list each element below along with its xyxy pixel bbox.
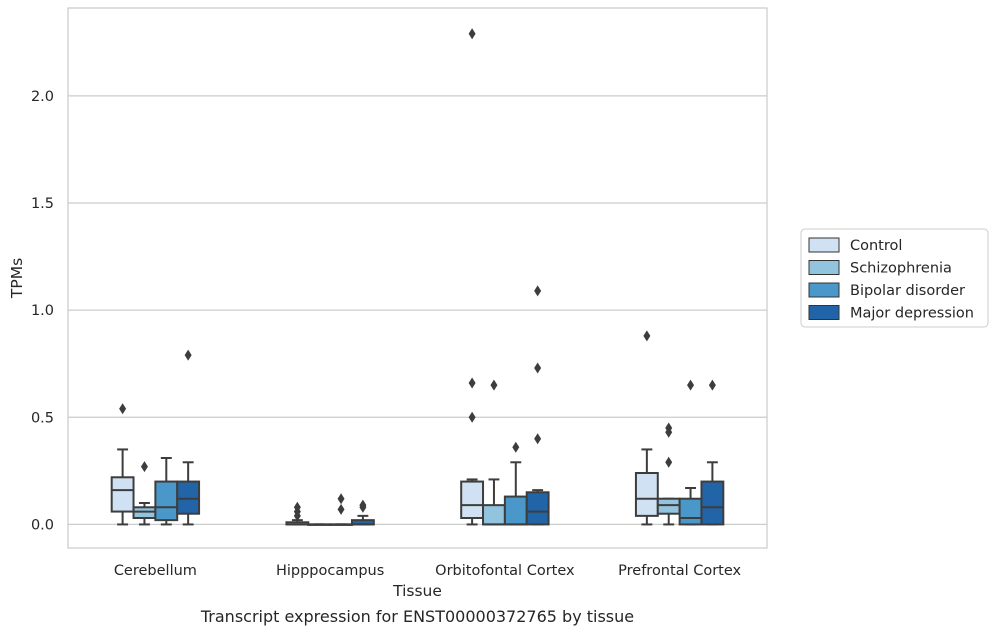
outlier-point	[293, 501, 301, 513]
outlier-point	[512, 441, 520, 453]
y-axis-ticks: 0.0 0.5 1.0 1.5 2.0	[31, 89, 54, 534]
y-tick-label: 1.5	[31, 196, 54, 212]
outlier-point	[468, 377, 476, 389]
y-tick-label: 1.0	[31, 303, 54, 319]
y-tick-label: 2.0	[31, 89, 54, 105]
series-major-depression	[176, 285, 725, 526]
outlier-point	[643, 330, 651, 342]
box	[525, 285, 550, 526]
box-body	[460, 480, 485, 520]
legend-label: Bipolar disorder	[850, 283, 965, 299]
box-body	[110, 476, 135, 513]
box	[176, 349, 201, 526]
x-tick-label: Orbitofontal Cortex	[435, 563, 575, 579]
box-body	[482, 504, 506, 526]
box	[656, 422, 681, 526]
box-body	[525, 491, 550, 526]
outlier-point	[708, 379, 716, 391]
legend-item: Schizophrenia	[808, 260, 952, 277]
box-body	[700, 480, 725, 526]
x-tick-label: Prefrontal Cortex	[618, 563, 741, 579]
series-bipolar-disorder	[154, 379, 703, 526]
outlier-point	[665, 422, 673, 434]
legend-item: Bipolar disorder	[808, 282, 965, 299]
y-tick-label: 0.0	[31, 517, 54, 533]
series-schizophrenia	[132, 379, 681, 526]
legend-item: Control	[808, 237, 902, 254]
outlier-point	[359, 499, 367, 511]
legend-frame	[800, 228, 989, 328]
plot-frame	[67, 7, 768, 549]
outlier-point	[534, 285, 542, 297]
outlier-point	[337, 503, 345, 515]
box-body	[503, 495, 528, 526]
x-axis-label: Tissue	[392, 582, 442, 600]
legend-item: Major depression	[808, 305, 974, 322]
box	[132, 461, 157, 526]
x-tick-label: Hipppocampus	[276, 563, 384, 579]
outlier-point	[119, 403, 127, 415]
legend: Control Schizophrenia Bipolar disorder Majo…	[800, 228, 989, 328]
outlier-point	[184, 349, 192, 361]
legend-label: Control	[850, 238, 902, 254]
outlier-point	[534, 433, 542, 445]
box	[460, 28, 485, 526]
box	[110, 403, 135, 526]
x-tick-label: Cerebellum	[114, 563, 197, 579]
outlier-point	[468, 411, 476, 423]
outlier-point	[687, 379, 695, 391]
legend-swatch	[808, 282, 840, 298]
legend-swatch	[808, 305, 840, 320]
outlier-point	[337, 493, 345, 505]
box-body	[678, 497, 703, 526]
chart-caption: Transcript expression for ENST0000037276…	[200, 607, 634, 626]
box	[482, 379, 506, 526]
box	[350, 499, 375, 526]
legend-label: Major depression	[850, 306, 974, 322]
y-tick-label: 0.5	[31, 410, 54, 426]
grid-lines	[68, 95, 767, 526]
box-body	[634, 472, 659, 517]
y-axis-label: TPMs	[8, 258, 26, 299]
box	[154, 457, 179, 526]
box-body	[176, 480, 201, 515]
legend-label: Schizophrenia	[850, 261, 952, 277]
series-control	[110, 28, 659, 526]
box	[678, 379, 703, 526]
box-body	[656, 497, 681, 515]
outlier-point	[468, 28, 476, 40]
outlier-point	[490, 379, 498, 391]
outlier-point	[665, 456, 673, 468]
box-body	[154, 480, 179, 522]
box-plot-series	[110, 28, 725, 526]
legend-swatch	[808, 237, 840, 253]
box	[503, 441, 528, 526]
outlier-point	[534, 362, 542, 374]
box	[700, 379, 725, 526]
box	[307, 523, 332, 526]
outlier-point	[140, 461, 148, 473]
box	[285, 501, 310, 526]
box	[634, 330, 659, 526]
box	[329, 493, 353, 526]
box-body	[132, 506, 157, 519]
legend-swatch	[808, 260, 840, 275]
x-axis-ticks: Cerebellum Hipppocampus Orbitofontal Corte…	[114, 563, 742, 579]
